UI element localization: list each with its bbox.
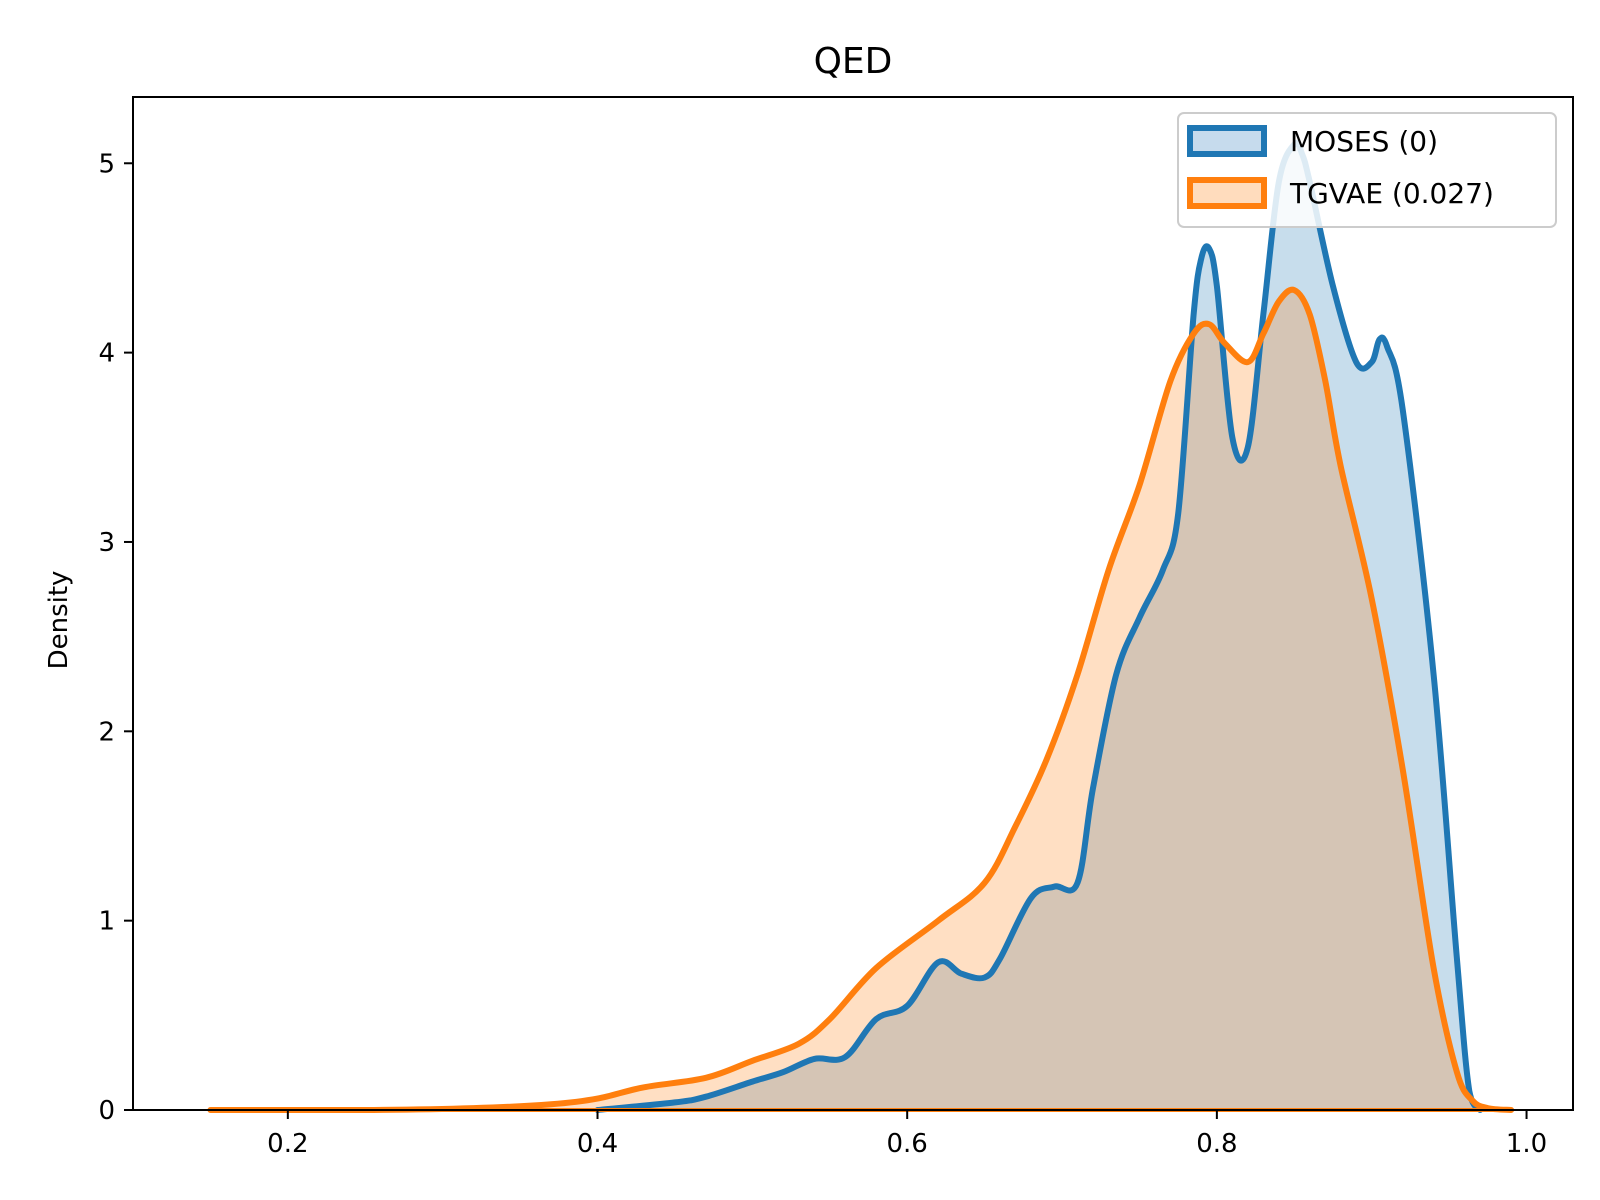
legend-label-0: MOSES (0)	[1290, 125, 1438, 158]
legend: MOSES (0) TGVAE (0.027)	[1177, 112, 1557, 228]
y-tick-label: 3	[98, 528, 115, 558]
legend-box	[1177, 112, 1557, 228]
series-0-line	[594, 139, 1484, 1113]
y-tick-label: 1	[98, 907, 115, 937]
plot-area	[207, 139, 1515, 1114]
series-0-area	[597, 142, 1481, 1110]
y-tick-label: 4	[98, 339, 115, 369]
legend-swatch-1	[1187, 177, 1267, 209]
axes: 0.2 0.4 0.6 0.8 1.0 0 1 2 3 4 5	[98, 96, 1574, 1159]
y-tick-label: 2	[98, 717, 115, 747]
axes-frame	[132, 96, 1574, 1111]
series-1-area	[210, 289, 1512, 1110]
y-tick-label: 5	[98, 149, 115, 179]
x-tick-label: 1.0	[1506, 1129, 1547, 1159]
x-tick-label: 0.4	[577, 1129, 618, 1159]
series-1-line	[207, 286, 1515, 1114]
x-tick-label: 0.8	[1196, 1129, 1237, 1159]
y-tick-label: 0	[98, 1096, 115, 1126]
legend-swatch-0	[1187, 125, 1267, 157]
chart-title: QED	[814, 41, 893, 82]
x-tick-label: 0.6	[887, 1129, 928, 1159]
legend-label-1: TGVAE (0.027)	[1289, 177, 1494, 210]
x-tick-label: 0.2	[267, 1129, 308, 1159]
y-axis-label: Density	[44, 571, 74, 670]
